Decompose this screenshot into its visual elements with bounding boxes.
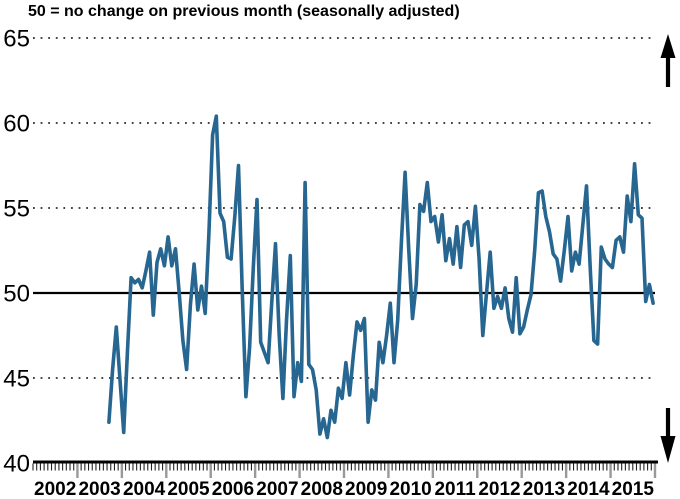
ytick-label-40: 40 (3, 451, 30, 478)
year-label-2009: 2009 (345, 479, 387, 499)
year-label-2003: 2003 (78, 479, 120, 499)
year-label-2011: 2011 (434, 479, 476, 499)
ytick-label-65: 65 (3, 26, 30, 53)
year-label-2013: 2013 (523, 479, 565, 499)
ytick-label-45: 45 (3, 366, 30, 393)
year-label-2006: 2006 (212, 479, 254, 499)
year-label-2004: 2004 (123, 479, 166, 499)
ytick-label-55: 55 (3, 196, 30, 223)
year-label-2002: 2002 (34, 479, 76, 499)
year-label-2007: 2007 (256, 479, 298, 499)
year-label-2014: 2014 (567, 479, 610, 499)
year-label-2010: 2010 (389, 479, 431, 499)
chart-title: 50 = no change on previous month (season… (28, 3, 460, 20)
year-label-2005: 2005 (167, 479, 210, 499)
ytick-label-50: 50 (3, 281, 30, 308)
down-arrow-icon (660, 436, 676, 463)
year-label-2015: 2015 (612, 479, 655, 499)
ytick-label-60: 60 (3, 111, 30, 138)
series-line (107, 114, 655, 440)
year-label-2008: 2008 (301, 479, 343, 499)
up-arrow-icon (660, 34, 676, 58)
year-label-2012: 2012 (478, 479, 520, 499)
